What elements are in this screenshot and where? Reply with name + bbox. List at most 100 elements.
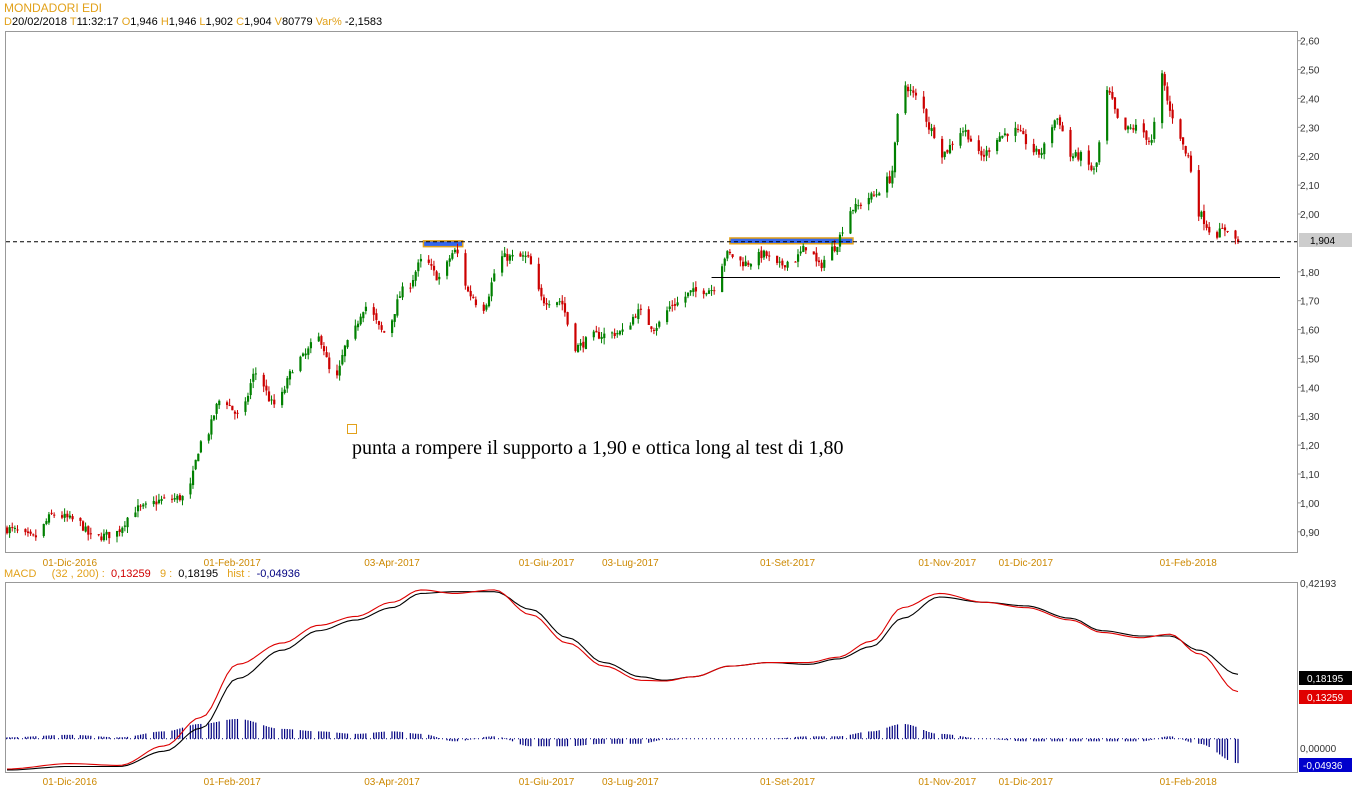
candle-body — [964, 130, 967, 132]
candle-body — [796, 254, 800, 262]
price-tick-label: 0,90 — [1300, 528, 1320, 539]
candle-body — [804, 247, 808, 251]
candle-body — [749, 264, 753, 267]
support-lines — [6, 241, 1297, 279]
date-label: 03-Apr-2017 — [364, 777, 420, 788]
candle-body — [563, 303, 567, 313]
candle-body — [81, 521, 85, 531]
candle-body — [66, 513, 69, 518]
price-tick-label: 1,00 — [1300, 499, 1320, 510]
candle-body — [391, 320, 394, 334]
candle-body — [8, 527, 11, 534]
candle-body — [398, 296, 402, 298]
candle-body — [967, 129, 970, 140]
candle-body — [914, 92, 918, 96]
candle-body — [317, 336, 320, 342]
low-value: 1,902 — [205, 16, 234, 28]
date-label: 01-Feb-2018 — [1160, 777, 1218, 788]
candle-body — [558, 301, 561, 303]
candle-body — [1113, 97, 1117, 110]
candle-body — [576, 345, 580, 352]
candle-body — [490, 282, 493, 297]
date-label: 01-Dic-2017 — [999, 558, 1054, 569]
candle-body — [29, 531, 32, 534]
candle-body — [356, 323, 360, 328]
candle-body — [1022, 131, 1025, 135]
candle-body — [393, 314, 396, 322]
candle-body — [163, 497, 166, 499]
candle-body — [301, 353, 305, 357]
candle-body — [338, 365, 341, 376]
candle-body — [1129, 127, 1132, 129]
candle-body — [867, 197, 870, 205]
candle-body — [1006, 133, 1009, 137]
candle-body — [524, 255, 527, 257]
candle-body — [647, 309, 650, 326]
candle-body — [1035, 148, 1038, 152]
candle-body — [233, 411, 237, 414]
candle-body — [838, 234, 842, 247]
candle-body — [639, 308, 643, 310]
candle-body — [362, 312, 365, 319]
candle-body — [666, 310, 669, 323]
candle-body — [105, 531, 108, 535]
candle-body — [1208, 226, 1211, 233]
candle-body — [466, 286, 470, 292]
candle-body — [199, 441, 203, 453]
candle-body — [760, 250, 763, 259]
price-tick-label: 2,60 — [1300, 37, 1320, 48]
candle-body — [1116, 108, 1119, 118]
candle-body — [817, 260, 821, 263]
candle-body — [1071, 156, 1075, 159]
candle-body — [171, 498, 174, 500]
close-key: C — [236, 16, 245, 28]
candle-body — [474, 299, 478, 306]
hist-value: -0,04936 — [256, 568, 301, 580]
candle-body — [946, 150, 949, 153]
candle-body — [134, 512, 137, 518]
price-tick-label: 1,60 — [1300, 326, 1320, 337]
candle-body — [210, 419, 213, 435]
price-tick-label: 1,30 — [1300, 412, 1320, 423]
current-price-label: 1,904 — [1310, 236, 1335, 247]
date-label: 01-Giu-2017 — [519, 558, 575, 569]
candle-body — [1056, 118, 1059, 120]
candle-body — [1181, 137, 1185, 145]
candle-body — [741, 261, 745, 267]
macd-label: MACD — [4, 568, 37, 580]
candle-body — [584, 337, 588, 350]
macd-params: (32 , 200) : — [51, 568, 105, 580]
signal-value: 0,18195 — [178, 568, 219, 580]
candle-body — [529, 256, 533, 265]
candle-body — [1069, 129, 1072, 157]
candle-body — [1187, 155, 1190, 157]
candle-body — [799, 251, 802, 254]
price-axis: 2,60 2,50 2,40 2,30 2,20 2,10 2,00 1,80 1,70 1,60… — [1297, 37, 1320, 539]
candle-body — [1126, 126, 1130, 130]
candle-body — [744, 261, 747, 266]
price-tick-label: 1,20 — [1300, 441, 1320, 452]
candle-body — [833, 246, 836, 252]
candle-body — [283, 389, 286, 393]
candle-body — [948, 144, 952, 154]
date-label: 01-Dic-2016 — [43, 558, 98, 569]
candle-body — [786, 261, 789, 268]
candle-body — [84, 526, 87, 532]
candle-body — [655, 328, 658, 331]
candle-body — [597, 332, 601, 339]
candle-body — [893, 142, 897, 173]
price-tick-label: 2,20 — [1300, 152, 1320, 163]
candle-body — [1043, 143, 1046, 155]
candle-body — [501, 256, 504, 273]
candle-body — [658, 321, 661, 327]
signal-line — [7, 591, 1239, 771]
candle-body — [1197, 170, 1200, 217]
date-label: 03-Lug-2017 — [602, 558, 659, 569]
candle-body — [511, 254, 514, 257]
date-label: 01-Set-2017 — [760, 777, 815, 788]
candle-body — [540, 287, 543, 297]
candle-body — [851, 210, 855, 212]
candle-body — [411, 280, 415, 287]
candle-body — [1171, 109, 1174, 119]
candle-body — [600, 336, 603, 339]
